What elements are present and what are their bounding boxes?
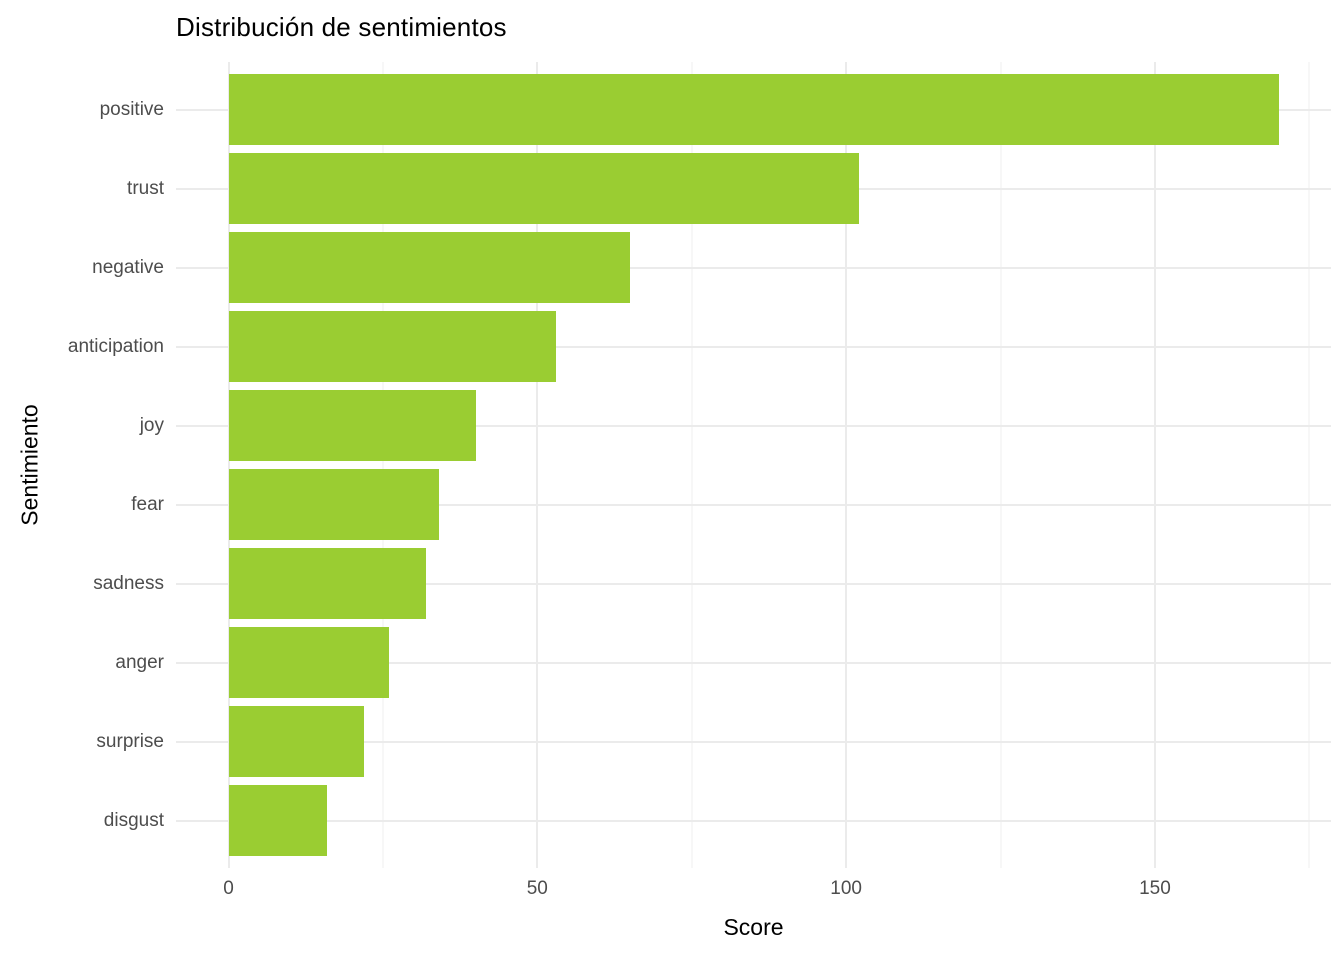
category-label-sadness: sadness: [93, 572, 164, 594]
x-axis-title: Score: [723, 914, 784, 940]
bar-row: [176, 149, 1331, 228]
minor-gridline: [691, 62, 693, 868]
category-gridline: [176, 661, 1331, 664]
bar-row: [176, 228, 1331, 307]
major-gridline: [536, 62, 539, 868]
bar-row: [176, 70, 1331, 149]
bar-rows: [176, 62, 1331, 868]
bar-joy: [228, 390, 476, 461]
bar-sadness: [228, 548, 427, 619]
chart-title: Distribución de sentimientos: [176, 12, 507, 42]
category-gridline: [176, 582, 1331, 585]
bar-negative: [228, 232, 630, 303]
category-label-positive: positive: [99, 98, 164, 120]
bar-fear: [228, 469, 439, 540]
category-gridline: [176, 345, 1331, 348]
x-tick-label: 50: [526, 878, 548, 899]
bar-anticipation: [228, 311, 556, 382]
major-gridline: [845, 62, 848, 868]
minor-gridline: [1308, 62, 1310, 868]
category-label-surprise: surprise: [96, 730, 164, 752]
category-label-negative: negative: [92, 256, 164, 278]
bar-positive: [228, 74, 1279, 145]
minor-gridline: [1000, 62, 1002, 868]
x-tick-label: 150: [1139, 878, 1171, 899]
category-label-anger: anger: [115, 651, 164, 673]
category-label-joy: joy: [139, 414, 164, 436]
bar-row: [176, 544, 1331, 623]
bar-row: [176, 465, 1331, 544]
category-gridline: [176, 819, 1331, 822]
bar-trust: [228, 153, 859, 224]
x-axis-tick-labels: 0 50 100 150: [176, 878, 1331, 902]
category-label-fear: fear: [131, 493, 164, 515]
bar-row: [176, 781, 1331, 860]
bar-disgust: [228, 785, 328, 856]
category-gridline: [176, 266, 1331, 269]
category-gridline: [176, 503, 1331, 506]
y-axis-labels: positive trust negative anticipation joy fear…: [0, 62, 164, 868]
bar-row: [176, 623, 1331, 702]
bar-surprise: [228, 706, 365, 777]
category-label-disgust: disgust: [103, 809, 164, 831]
category-label-trust: trust: [127, 177, 164, 199]
bar-row: [176, 702, 1331, 781]
minor-gridline: [382, 62, 384, 868]
major-gridline: [1153, 62, 1156, 868]
major-gridline: [227, 62, 230, 868]
plot-panel: [176, 62, 1331, 868]
bar-row: [176, 386, 1331, 465]
bar-anger: [228, 627, 390, 698]
x-tick-label: 100: [830, 878, 862, 899]
category-gridline: [176, 424, 1331, 427]
x-tick-label: 0: [223, 878, 234, 899]
category-gridline: [176, 740, 1331, 743]
category-label-anticipation: anticipation: [67, 335, 164, 357]
bar-row: [176, 307, 1331, 386]
